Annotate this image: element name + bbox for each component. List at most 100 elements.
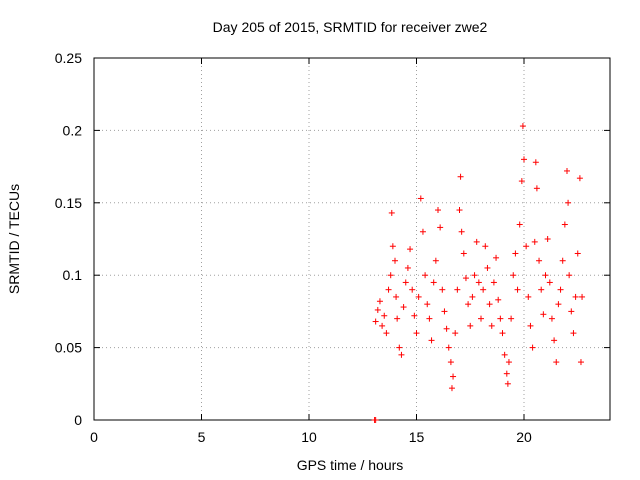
- data-point: [531, 238, 538, 245]
- data-point: [542, 272, 549, 279]
- data-point: [514, 286, 521, 293]
- data-point: [576, 175, 583, 182]
- axis-ticks: 0 5 10 15 20 0 0.05 0.1 0.15 0.2 0.25: [55, 50, 610, 445]
- data-point: [490, 279, 497, 286]
- data-point: [443, 325, 450, 332]
- data-point: [428, 337, 435, 344]
- x-tick-label: 20: [516, 429, 532, 445]
- data-point: [441, 308, 448, 315]
- data-point: [388, 209, 395, 216]
- data-point: [508, 315, 515, 322]
- data-point: [536, 257, 543, 264]
- data-point: [372, 417, 379, 423]
- data-point: [512, 250, 519, 257]
- x-tick-label: 15: [409, 429, 425, 445]
- data-point: [458, 228, 465, 235]
- data-point: [422, 272, 429, 279]
- y-tick-label: 0: [74, 412, 82, 428]
- data-point: [385, 286, 392, 293]
- data-point: [565, 199, 572, 206]
- data-point: [480, 286, 487, 293]
- data-point: [533, 185, 540, 192]
- data-point: [404, 264, 411, 271]
- data-point: [561, 221, 568, 228]
- data-point: [407, 246, 414, 253]
- data-point: [435, 207, 441, 214]
- data-points: [371, 123, 586, 423]
- data-point: [450, 373, 457, 380]
- data-point: [497, 315, 504, 322]
- data-point: [519, 123, 526, 130]
- data-point: [577, 359, 584, 366]
- y-tick-label: 0.25: [55, 50, 82, 66]
- data-point: [523, 243, 530, 250]
- data-point: [393, 293, 400, 300]
- data-point: [525, 293, 532, 300]
- x-axis-label: GPS time / hours: [297, 457, 404, 473]
- data-point: [394, 315, 401, 322]
- data-point: [439, 286, 446, 293]
- plot-frame: [93, 57, 611, 421]
- data-point: [383, 330, 390, 337]
- data-point: [430, 279, 437, 286]
- data-point: [544, 236, 551, 242]
- data-point: [495, 296, 502, 303]
- data-point: [484, 264, 491, 271]
- data-point: [400, 304, 407, 311]
- data-point: [548, 315, 555, 322]
- data-point: [529, 344, 536, 351]
- grid-lines: [94, 58, 610, 420]
- data-point: [465, 301, 472, 308]
- data-point: [467, 322, 474, 329]
- data-point: [379, 322, 386, 329]
- data-point: [499, 330, 506, 337]
- data-point: [387, 272, 394, 279]
- data-point: [503, 370, 510, 377]
- data-point: [538, 286, 545, 293]
- chart-title: Day 205 of 2015, SRMTID for receiver zwe…: [213, 19, 488, 35]
- data-point: [493, 254, 500, 261]
- data-point: [392, 257, 398, 264]
- data-point: [488, 322, 495, 329]
- data-point: [521, 156, 527, 163]
- data-point: [482, 243, 489, 250]
- data-point: [456, 207, 463, 214]
- x-tick-label: 5: [198, 429, 206, 445]
- data-point: [574, 250, 581, 257]
- y-tick-label: 0.05: [55, 340, 82, 356]
- data-point: [553, 359, 560, 366]
- data-point: [505, 359, 512, 366]
- data-point: [426, 315, 433, 322]
- data-point: [454, 286, 461, 293]
- data-point: [409, 286, 416, 293]
- data-point: [415, 293, 422, 300]
- x-tick-label: 0: [90, 429, 98, 445]
- data-point: [540, 311, 547, 318]
- data-point: [452, 330, 459, 337]
- data-point: [372, 318, 379, 325]
- data-point: [564, 167, 570, 174]
- data-point: [486, 301, 493, 308]
- data-point: [518, 178, 525, 185]
- data-point: [413, 330, 420, 337]
- data-point: [559, 257, 566, 264]
- data-point: [448, 385, 455, 392]
- data-point: [579, 293, 586, 300]
- data-point: [572, 293, 579, 300]
- data-point: [445, 344, 452, 351]
- data-point: [568, 308, 575, 315]
- data-point: [417, 195, 424, 202]
- data-point: [437, 224, 444, 231]
- data-point: [504, 380, 511, 387]
- data-point: [374, 306, 381, 313]
- data-point: [411, 312, 418, 319]
- data-point: [546, 279, 553, 286]
- data-point: [551, 337, 558, 344]
- data-point: [381, 312, 388, 319]
- data-point: [447, 359, 454, 366]
- y-tick-label: 0.1: [63, 267, 83, 283]
- y-axis-label: SRMTID / TECUs: [6, 184, 22, 294]
- y-tick-label: 0.15: [55, 195, 82, 211]
- data-point: [475, 279, 482, 286]
